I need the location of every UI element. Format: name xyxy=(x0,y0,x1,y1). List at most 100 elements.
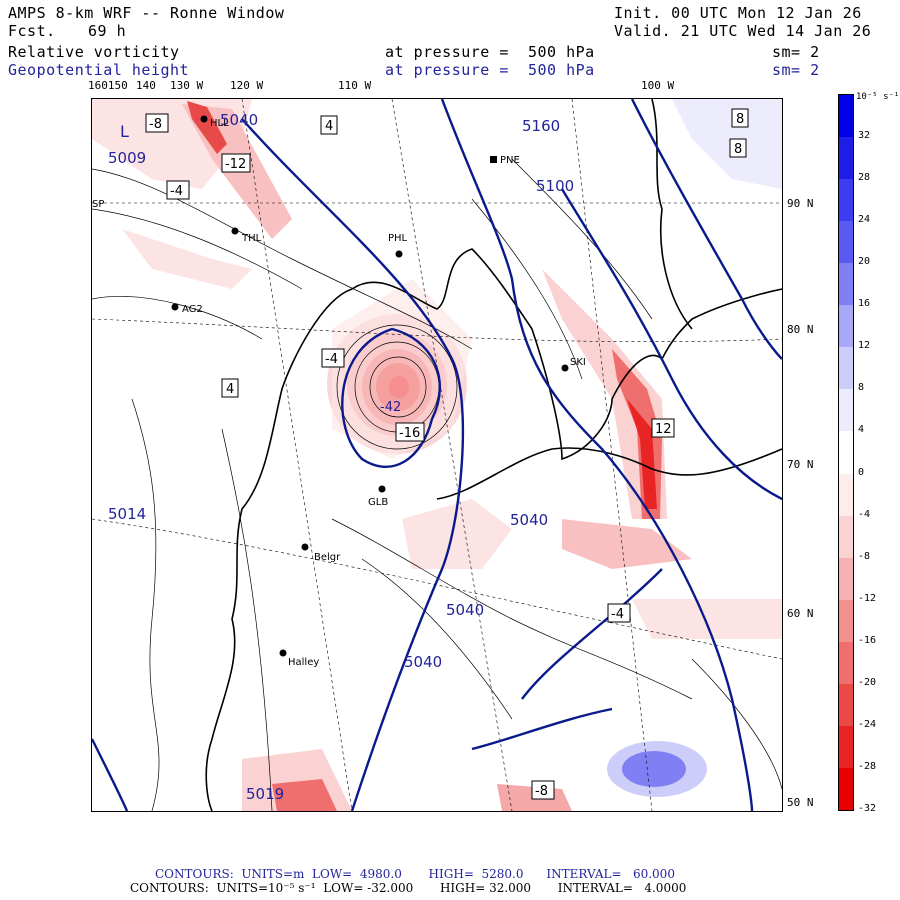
colorbar-tick: 32 xyxy=(858,130,871,142)
contour-label: -16 xyxy=(395,422,425,442)
station-THL: THL xyxy=(231,227,262,244)
station-GLB: GLB xyxy=(368,485,388,508)
contour-label: -4 xyxy=(166,180,190,200)
colorbar-segment xyxy=(839,431,853,475)
stations: HLL PNE THL PHL AG2 SKI GLB Belgr Halley… xyxy=(92,115,586,668)
station-HLL: HLL xyxy=(200,115,229,129)
lat-label-90: 90 N xyxy=(787,197,814,210)
lon-label-160: 160150 xyxy=(88,79,128,92)
station-SKI: SKI xyxy=(561,357,586,372)
colorbar-tick: -8 xyxy=(858,550,871,562)
smoothing-1: sm= 2 xyxy=(772,43,820,61)
colorbar-segment xyxy=(839,347,853,390)
height-labels: 5040 5160 5100 5009 5014 5040 5040 5040 … xyxy=(108,111,574,803)
forecast-label: Fcst. xyxy=(8,22,56,40)
station-PHL: PHL xyxy=(388,233,408,258)
forecast-hour: 69 h xyxy=(88,22,127,40)
svg-text:8: 8 xyxy=(734,142,742,157)
svg-text:-4: -4 xyxy=(611,607,624,622)
model-title: AMPS 8-km WRF -- Ronne Window xyxy=(8,4,285,22)
height-label: 5040 xyxy=(220,111,258,129)
coastline xyxy=(205,99,782,811)
colorbar-tick: 16 xyxy=(858,298,871,310)
contour-label: 12 xyxy=(651,418,675,438)
svg-text:-4: -4 xyxy=(170,184,183,199)
graticule xyxy=(92,99,782,811)
height-label: 5019 xyxy=(246,785,284,803)
lat-label-60: 60 N xyxy=(787,607,814,620)
station-SP: SP xyxy=(92,199,104,210)
colorbar-tick: -32 xyxy=(858,803,877,814)
svg-text:HLL: HLL xyxy=(210,118,229,129)
svg-text:-8: -8 xyxy=(149,117,162,132)
height-contours xyxy=(92,99,782,811)
contour-label: 4 xyxy=(221,378,239,398)
colorbar-tick: 4 xyxy=(858,424,865,436)
colorbar-segment xyxy=(839,263,853,306)
svg-text:-12: -12 xyxy=(225,157,246,172)
svg-text:THL: THL xyxy=(241,233,262,244)
station-Halley: Halley xyxy=(279,649,319,668)
lon-label-130: 130 W xyxy=(170,79,204,92)
vorticity-height-map: 5040 5160 5100 5009 5014 5040 5040 5040 … xyxy=(92,99,782,811)
svg-text:Belgr: Belgr xyxy=(314,552,341,563)
contour-label-boxes: -8 -12 -4 4 8 -16 -4 4 8 12 -8 -4 xyxy=(145,108,749,800)
colorbar-segment xyxy=(839,389,853,432)
colorbar-segment xyxy=(839,767,853,811)
low-marker: L xyxy=(120,122,129,141)
lon-label-100: 100 W xyxy=(641,79,675,92)
station-PNE: PNE xyxy=(490,155,520,166)
colorbar-tick: 20 xyxy=(858,256,871,268)
colorbar-segment xyxy=(839,641,853,685)
colorbar-segment xyxy=(839,557,853,601)
map-panel: 5040 5160 5100 5009 5014 5040 5040 5040 … xyxy=(91,98,783,812)
svg-text:PHL: PHL xyxy=(388,233,408,244)
colorbar-tick: 8 xyxy=(858,382,865,394)
colorbar-tick: -28 xyxy=(858,760,877,772)
svg-text:AG2: AG2 xyxy=(182,304,203,315)
height-label: 5040 xyxy=(404,653,442,671)
colorbar-segment xyxy=(839,137,853,180)
svg-text:-16: -16 xyxy=(399,426,420,441)
colorbar-segment xyxy=(839,95,853,138)
colorbar-tick: -20 xyxy=(858,676,877,688)
contour-label: -4 xyxy=(607,603,631,623)
low-center-value: -42 xyxy=(380,400,401,415)
footer-vorticity-contours: CONTOURS: UNITS=10⁻⁵ s⁻¹ LOW= -32.000 HI… xyxy=(130,881,687,895)
init-time: Init. 00 UTC Mon 12 Jan 26 xyxy=(614,4,862,22)
colorbar-tick: -12 xyxy=(858,592,877,604)
colorbar-tick: -4 xyxy=(858,508,871,520)
contour-label: 4 xyxy=(320,115,338,135)
colorbar-segment xyxy=(839,305,853,348)
contour-label: 8 xyxy=(729,138,747,158)
svg-text:SKI: SKI xyxy=(570,357,586,368)
contour-label: 8 xyxy=(731,108,749,128)
lon-label-120: 120 W xyxy=(230,79,264,92)
colorbar xyxy=(838,94,854,811)
svg-text:Halley: Halley xyxy=(288,657,319,668)
svg-text:12: 12 xyxy=(655,422,672,437)
svg-text:-4: -4 xyxy=(325,352,338,367)
height-label: 5040 xyxy=(510,511,548,529)
colorbar-segment xyxy=(839,473,853,517)
height-label: 5014 xyxy=(108,505,146,523)
svg-text:GLB: GLB xyxy=(368,497,388,508)
lon-label-140: 140 xyxy=(136,79,156,92)
svg-text:-8: -8 xyxy=(535,784,548,799)
colorbar-segment xyxy=(839,515,853,559)
pressure-level-1: at pressure = 500 hPa xyxy=(385,43,595,61)
colorbar-tick: 0 xyxy=(858,466,865,478)
station-Belgr: Belgr xyxy=(301,543,341,563)
svg-text:4: 4 xyxy=(325,119,333,134)
height-label: 5009 xyxy=(108,149,146,167)
height-label: 5040 xyxy=(446,601,484,619)
svg-text:PNE: PNE xyxy=(500,155,520,166)
colorbar-segment xyxy=(839,683,853,727)
field-height: Geopotential height xyxy=(8,61,190,79)
lat-label-70: 70 N xyxy=(787,458,814,471)
contour-label: -8 xyxy=(531,780,555,800)
contour-label: -4 xyxy=(321,348,345,368)
svg-text:4: 4 xyxy=(226,382,234,397)
colorbar-tick: -16 xyxy=(858,634,877,646)
colorbar-tick: 24 xyxy=(858,214,871,226)
